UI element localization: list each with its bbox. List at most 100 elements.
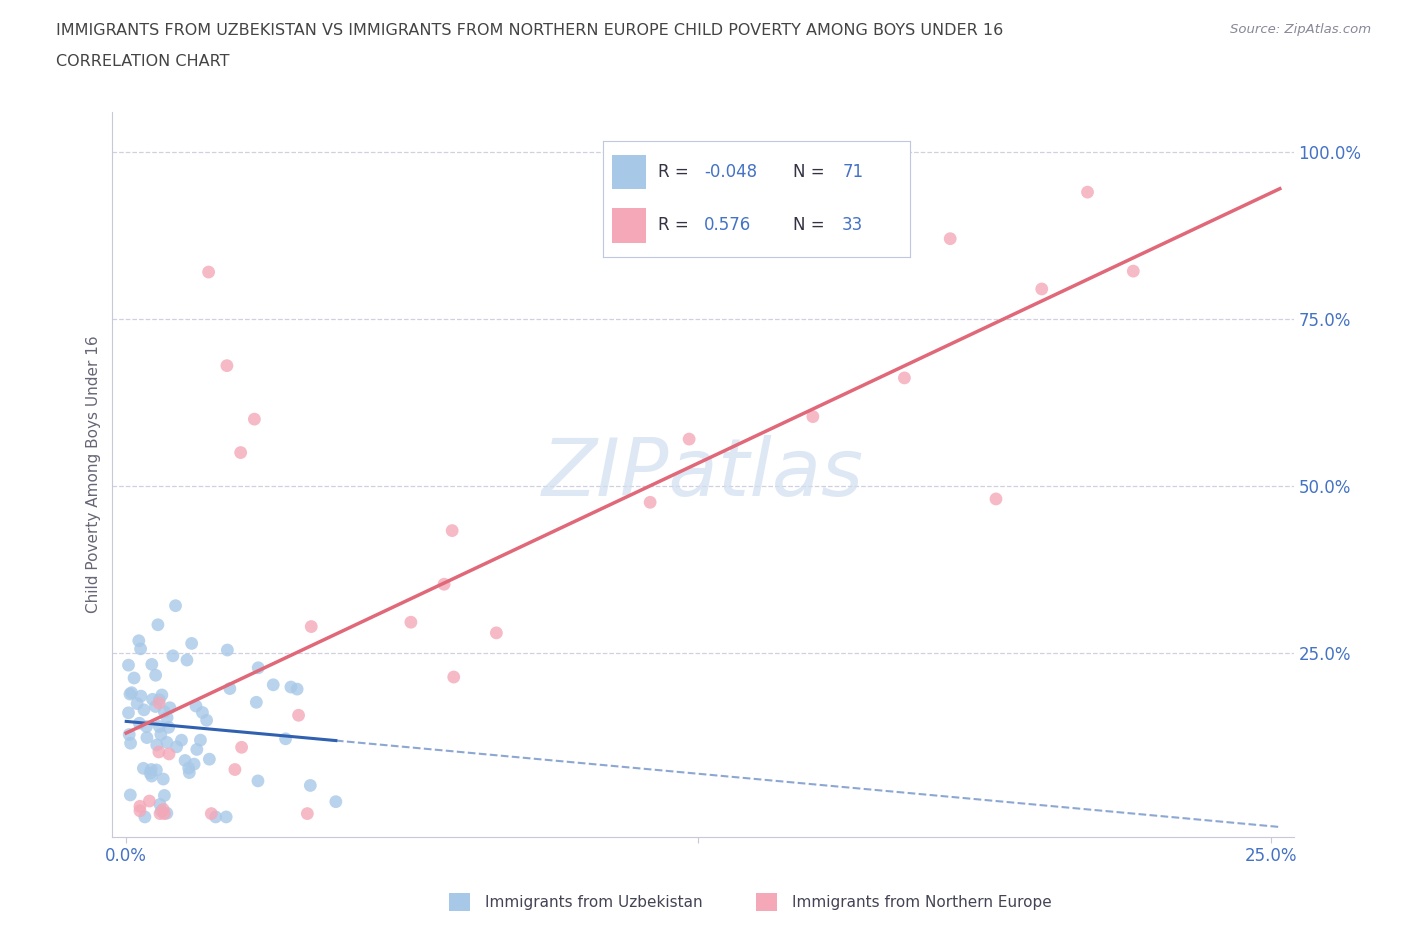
Point [1122,264,1144,279]
Point [146,618,169,632]
Point [141,769,163,784]
Point [325,794,347,809]
Point [157,747,180,762]
Point [443,670,465,684]
Point [145,763,167,777]
Point [118,686,141,701]
Point [162,648,184,663]
Point [148,719,170,734]
Point [285,682,308,697]
Point [984,492,1007,507]
Point [299,619,322,634]
Point [121,685,143,700]
Point [204,809,226,824]
Point [135,719,157,734]
Point [142,692,165,707]
Point [191,705,214,720]
Point [165,598,187,613]
Point [120,788,142,803]
Point [135,730,157,745]
Point [247,660,270,675]
Text: IMMIGRANTS FROM UZBEKISTAN VS IMMIGRANTS FROM NORTHERN EUROPE CHILD POVERTY AMON: IMMIGRANTS FROM UZBEKISTAN VS IMMIGRANTS… [56,23,1004,38]
Point [174,753,197,768]
Point [157,720,180,735]
Point [678,432,700,446]
Point [176,653,198,668]
Point [287,708,309,723]
Point [280,680,302,695]
Point [153,704,176,719]
Point [145,737,167,752]
Point [152,772,174,787]
Point [183,757,205,772]
Point [1031,282,1053,297]
Point [638,495,661,510]
Point [118,727,141,742]
Point [299,778,322,793]
Point [150,804,173,818]
Point [939,232,962,246]
Point [128,716,150,731]
Point [141,762,163,777]
Point [150,687,173,702]
Point [246,774,269,789]
Point [195,712,218,727]
Point [117,658,139,672]
Point [179,765,201,780]
Point [153,806,176,821]
Point [139,765,162,780]
Point [231,740,253,755]
Text: Immigrants from Northern Europe: Immigrants from Northern Europe [792,895,1052,910]
Point [217,643,239,658]
Point [262,677,284,692]
Point [134,809,156,824]
Point [166,739,188,754]
Point [127,697,149,711]
Point [441,524,464,538]
Point [224,762,246,777]
Point [184,698,207,713]
Text: Immigrants from Uzbekistan: Immigrants from Uzbekistan [485,895,702,910]
Point [156,805,179,820]
Point [297,806,319,821]
Bar [449,893,471,911]
Text: CORRELATION CHART: CORRELATION CHART [56,54,229,69]
Point [148,696,170,711]
Point [433,577,456,591]
Point [198,751,221,766]
Point [129,642,152,657]
Point [132,761,155,776]
Point [141,657,163,671]
Text: ZIPatlas: ZIPatlas [541,435,865,513]
Point [200,806,222,821]
Point [138,793,160,808]
Point [128,633,150,648]
Point [177,761,200,776]
Point [120,736,142,751]
Point [129,689,152,704]
Text: Source: ZipAtlas.com: Source: ZipAtlas.com [1230,23,1371,36]
Point [170,733,193,748]
Point [197,265,219,280]
Point [156,735,179,750]
Point [153,788,176,803]
Point [149,797,172,812]
Point [152,802,174,817]
Point [186,742,208,757]
Point [1076,185,1098,200]
Point [215,809,238,824]
Point [245,695,267,710]
Point [218,681,240,696]
Point [159,700,181,715]
Point [132,702,155,717]
Point [148,745,170,760]
Point [129,799,152,814]
Point [215,358,238,373]
Point [156,711,179,725]
Point [485,625,508,640]
Point [149,727,172,742]
Point [893,370,915,385]
Point [801,409,824,424]
Point [180,636,202,651]
Point [148,692,170,707]
